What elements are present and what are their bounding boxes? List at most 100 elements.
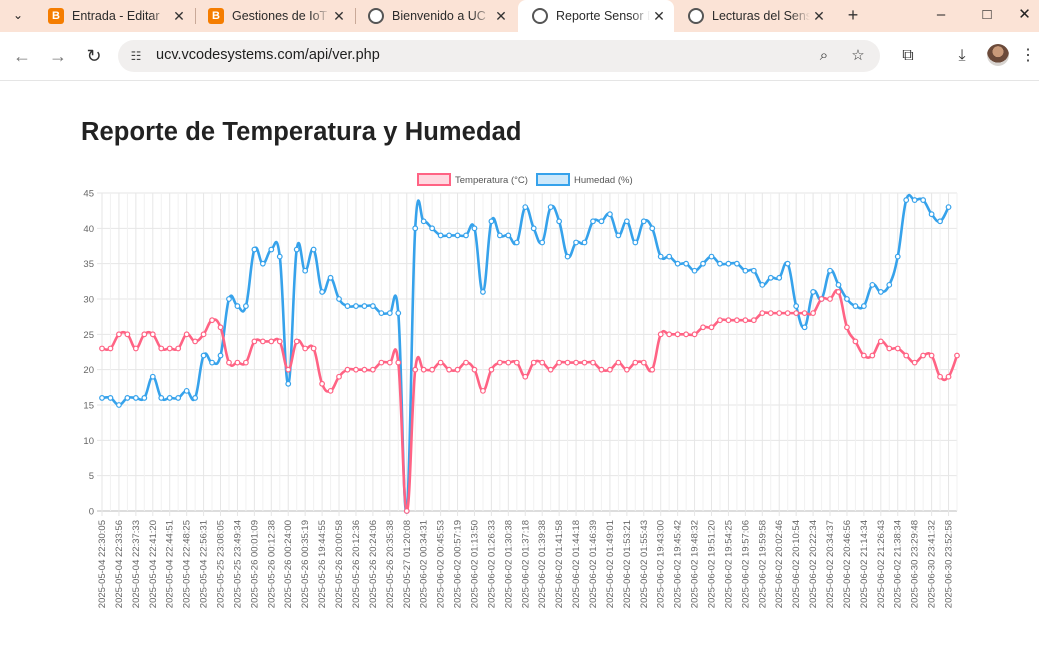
temperature-data-point: [708, 324, 715, 331]
temperature-data-point: [725, 317, 732, 324]
humidity-data-point: [149, 373, 156, 380]
tab-gestiones[interactable]: B Gestiones de IoT ✕: [194, 0, 354, 32]
forward-arrow-icon[interactable]: →: [49, 46, 67, 66]
humidity-data-point: [827, 267, 833, 274]
x-tick-label: 2025-05-04 22:48:25: [182, 520, 193, 608]
temperature-data-point: [488, 366, 495, 373]
humidity-data-point: [319, 289, 325, 295]
tab-entrada[interactable]: B Entrada - Editar ✕: [34, 0, 194, 32]
humidity-data-point: [395, 310, 402, 317]
x-tick-label: 2025-06-02 20:46:56: [842, 520, 853, 608]
temperature-data-point: [386, 359, 393, 366]
x-tick-label: 2025-06-02 01:49:01: [605, 520, 616, 608]
tab-search-chevron-icon[interactable]: ⌄: [12, 8, 24, 22]
minimize-icon[interactable]: –: [936, 6, 946, 23]
maximize-icon[interactable]: □: [982, 6, 992, 23]
x-tick-label: 2025-06-02 01:41:58: [554, 520, 565, 608]
temperature-data-point: [877, 338, 884, 345]
temperature-data-point: [259, 338, 266, 345]
url-text[interactable]: ucv.vcodesystems.com/api/ver.php: [156, 47, 380, 63]
x-tick-label: 2025-06-02 01:44:18: [571, 520, 582, 608]
close-tab-icon[interactable]: ✕: [813, 7, 825, 24]
x-tick-label: 2025-06-02 19:57:06: [740, 520, 751, 608]
humidity-data-point: [911, 197, 918, 203]
temperature-data-point: [530, 359, 537, 366]
temperature-data-point: [666, 331, 673, 338]
x-tick-label: 2025-05-04 22:33:56: [114, 520, 125, 608]
y-tick-label: 25: [83, 330, 94, 341]
humidity-data-point: [776, 274, 783, 281]
new-tab-plus-icon[interactable]: +: [847, 5, 859, 25]
humidity-data-point: [217, 352, 224, 359]
x-tick-label: 2025-06-30 23:29:48: [910, 520, 921, 608]
temperature-data-point: [327, 387, 334, 394]
humidity-data-point: [767, 274, 774, 281]
temperature-data-point: [598, 366, 605, 373]
humidity-data-point: [742, 267, 749, 274]
profile-avatar[interactable]: [987, 44, 1009, 66]
x-tick-label: 2025-05-25 23:08:05: [216, 520, 227, 608]
humidity-data-point: [869, 281, 876, 288]
temperature-data-point: [175, 345, 182, 352]
humidity-data-point: [700, 260, 706, 267]
x-tick-label: 2025-06-30 23:52:58: [944, 520, 955, 608]
site-settings-icon[interactable]: ☷: [130, 49, 142, 63]
humidity-data-point: [344, 303, 351, 309]
temperature-data-point: [556, 359, 563, 366]
close-tab-icon[interactable]: ✕: [173, 7, 185, 24]
humidity-data-point: [353, 303, 359, 309]
humidity-data-point: [446, 232, 452, 239]
temperature-data-point: [903, 352, 910, 359]
x-tick-label: 2025-06-02 20:34:37: [825, 520, 836, 608]
tab-title: Lecturas del Sens: [712, 9, 810, 23]
download-icon[interactable]: ⤓: [958, 47, 966, 64]
x-tick-label: 2025-06-30 23:41:32: [927, 520, 938, 608]
humidity-legend-swatch: [536, 173, 570, 186]
tab-bienvenido[interactable]: Bienvenido a UC ✕: [354, 0, 516, 32]
toolbar: ← → ↻ ☷ ucv.vcodesystems.com/api/ver.php…: [0, 32, 1039, 81]
extensions-puzzle-icon[interactable]: ⧉: [902, 47, 914, 64]
close-tab-icon[interactable]: ✕: [495, 7, 507, 24]
temperature-data-point: [429, 366, 436, 373]
temperature-data-point: [513, 359, 520, 366]
back-arrow-icon[interactable]: ←: [13, 46, 31, 66]
x-tick-label: 2025-06-02 19:51:20: [707, 520, 718, 608]
temperature-data-point: [505, 359, 512, 366]
tab-divider: [355, 8, 356, 24]
temperature-data-point: [200, 331, 207, 338]
menu-kebab-icon[interactable]: ⋮: [1020, 47, 1036, 64]
tab-reporte-sensor[interactable]: Reporte Sensor D ✕: [518, 0, 674, 32]
temperature-data-point: [615, 359, 622, 366]
humidity-data-point: [666, 253, 673, 260]
temperature-data-point: [810, 310, 816, 317]
tab-lecturas[interactable]: Lecturas del Sens ✕: [674, 0, 834, 32]
temperature-data-point: [835, 289, 842, 295]
temperature-data-point: [539, 359, 546, 366]
close-tab-icon[interactable]: ✕: [333, 7, 345, 24]
temperature-data-point: [818, 296, 825, 302]
temperature-data-point: [573, 359, 579, 366]
x-tick-label: 2025-05-26 20:00:58: [334, 520, 345, 608]
temperature-data-point: [319, 380, 325, 387]
humidity-data-point: [132, 395, 139, 401]
x-tick-label: 2025-06-02 01:39:38: [537, 520, 548, 608]
humidity-data-point: [293, 246, 300, 253]
bookmark-star-icon[interactable]: ☆: [851, 47, 865, 64]
x-tick-label: 2025-06-02 01:13:50: [469, 520, 480, 608]
x-tick-label: 2025-06-02 00:57:19: [453, 520, 464, 608]
zoom-icon[interactable]: ⌕: [819, 47, 829, 64]
x-tick-label: 2025-06-02 19:45:42: [673, 520, 684, 608]
humidity-data-point: [369, 303, 376, 309]
y-tick-label: 30: [83, 295, 94, 306]
humidity-data-point: [513, 239, 520, 246]
close-tab-icon[interactable]: ✕: [653, 7, 665, 24]
x-tick-label: 2025-06-02 20:22:34: [808, 520, 819, 608]
x-tick-label: 2025-06-02 21:38:34: [893, 520, 904, 608]
address-bar[interactable]: ☷ ucv.vcodesystems.com/api/ver.php ⌕ ☆: [118, 40, 880, 72]
reload-icon[interactable]: ↻: [86, 46, 102, 66]
humidity-data-point: [623, 218, 630, 225]
temperature-data-point: [649, 366, 656, 373]
temperature-legend-swatch: [417, 173, 451, 186]
close-window-icon[interactable]: ✕: [1018, 6, 1031, 23]
humidity-data-point: [801, 324, 808, 331]
